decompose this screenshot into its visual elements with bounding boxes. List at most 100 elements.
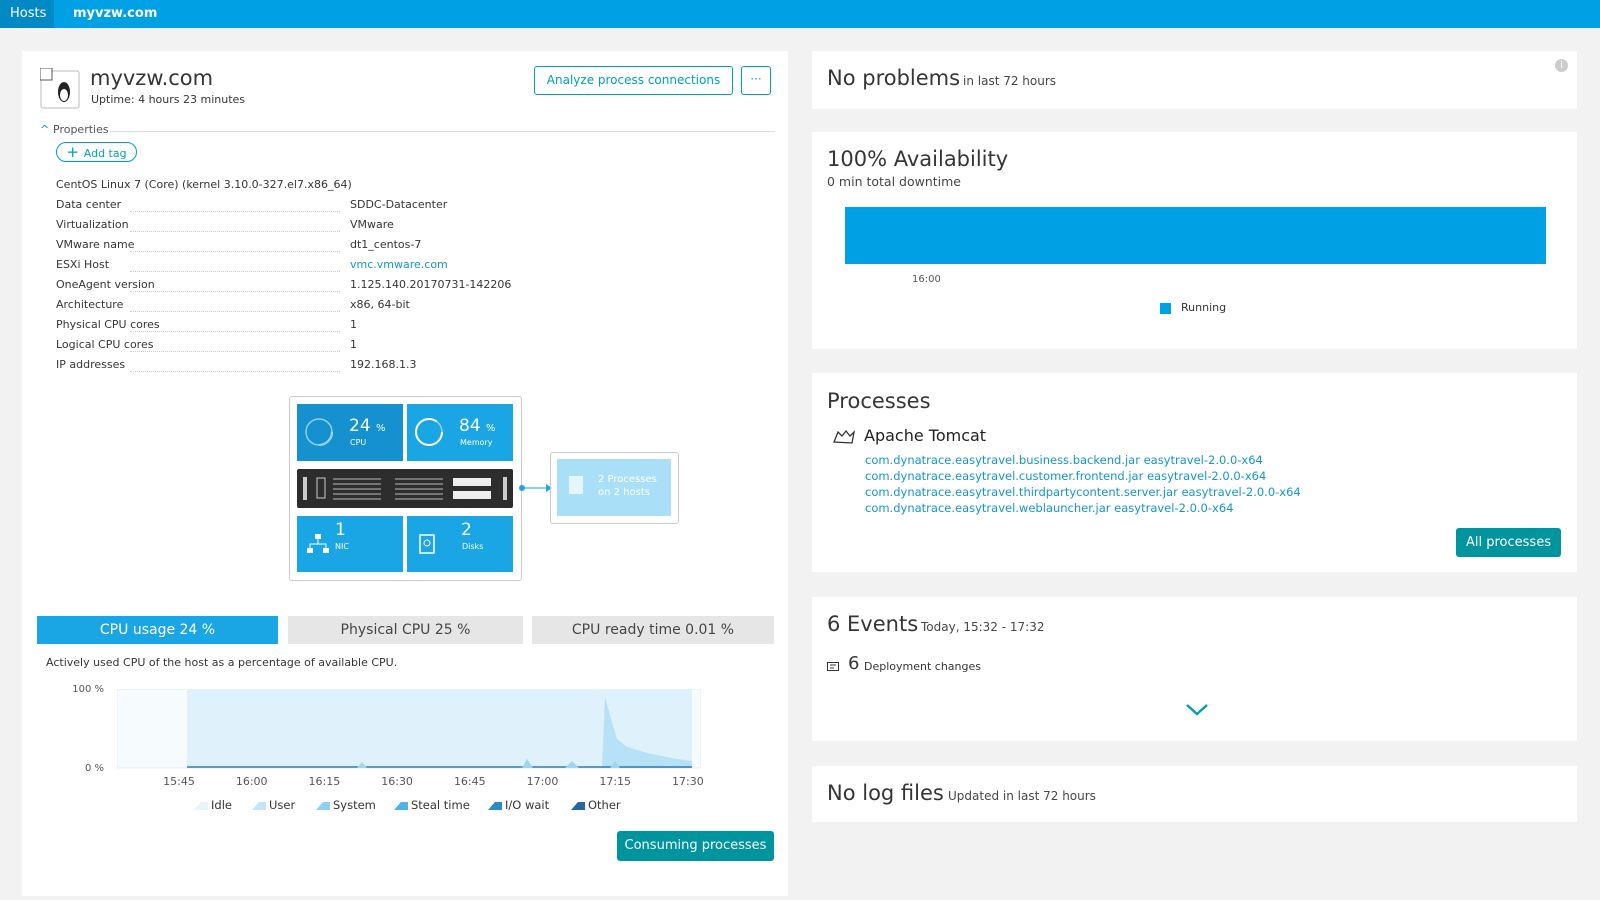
property-leader <box>130 211 340 212</box>
tomcat-icon <box>833 429 856 444</box>
legend-label[interactable]: Steal time <box>411 798 470 812</box>
process-box <box>550 452 679 524</box>
property-value[interactable]: vmc.vmware.com <box>350 258 448 271</box>
cpu-ring <box>305 418 333 446</box>
property-key: Architecture <box>56 298 124 311</box>
property-key: Logical CPU cores <box>56 338 154 351</box>
property-value: 192.168.1.3 <box>350 358 417 371</box>
cpu-description: Actively used CPU of the host as a perce… <box>46 656 398 669</box>
property-leader <box>130 251 340 252</box>
availability-title: 100% Availability <box>827 147 1009 171</box>
property-leader <box>130 231 340 232</box>
property-key: Physical CPU cores <box>56 318 160 331</box>
property-value: x86, 64-bit <box>350 298 410 311</box>
property-leader <box>130 271 340 272</box>
process-link[interactable]: com.dynatrace.easytravel.business.backen… <box>865 453 1263 467</box>
availability-panel: 100% Availability 0 min total downtime 1… <box>812 132 1577 349</box>
y-tick-label: 100 % <box>72 684 104 695</box>
add-tag-button[interactable]: + Add tag <box>56 142 137 162</box>
x-tick-label: 15:45 <box>163 775 195 788</box>
memory-ring <box>415 418 443 446</box>
cpu-chart <box>117 689 701 769</box>
property-value: SDDC-Datacenter <box>350 198 448 211</box>
process-group[interactable]: Apache Tomcat <box>864 426 987 445</box>
legend-label[interactable]: User <box>269 798 296 812</box>
availability-subtitle: 0 min total downtime <box>827 174 961 189</box>
x-tick-label: 16:15 <box>308 775 341 788</box>
property-value: dt1_centos-7 <box>350 238 422 251</box>
cpu-label: CPU <box>350 438 367 447</box>
divider <box>110 131 775 132</box>
property-value: VMware <box>350 218 394 231</box>
process-link[interactable]: com.dynatrace.easytravel.thirdpartyconte… <box>865 485 1301 499</box>
processes-title: Processes <box>827 389 931 413</box>
cpu-tab[interactable]: CPU ready time 0.01 % <box>532 616 774 644</box>
legend-label[interactable]: Idle <box>211 798 232 812</box>
cpu-value: 24 <box>349 416 371 436</box>
more-button[interactable]: ··· <box>741 66 771 95</box>
cpu-tab[interactable]: Physical CPU 25 % <box>288 616 523 644</box>
x-tick-label: 17:30 <box>672 775 704 788</box>
y-tick-label: 0 % <box>84 763 104 774</box>
breadcrumb[interactable]: Hosts <box>10 6 47 21</box>
legend-swatch <box>571 802 585 810</box>
property-value: 1.125.140.20170731-142206 <box>350 278 512 291</box>
property-key: OneAgent version <box>56 278 155 291</box>
property-key: Virtualization <box>56 218 129 231</box>
property-key: ESXi Host <box>56 258 110 271</box>
legend-label[interactable]: System <box>333 798 376 812</box>
info-icon[interactable]: i <box>1555 59 1568 72</box>
legend-label[interactable]: Other <box>588 798 621 812</box>
events-range: Today, 15:32 - 17:32 <box>921 620 1045 634</box>
expand-chevron[interactable] <box>1185 703 1209 717</box>
nic-icon <box>307 534 329 553</box>
events-panel: 6 Events Today, 15:32 - 17:32 6 Deployme… <box>812 597 1577 741</box>
host-icon <box>40 68 80 109</box>
nic-tile[interactable]: 1 NIC <box>297 516 403 572</box>
process-link[interactable]: com.dynatrace.easytravel.customer.fronte… <box>865 469 1267 483</box>
property-leader <box>130 371 340 372</box>
logs-subtitle: Updated in last 72 hours <box>948 789 1096 803</box>
legend-swatch <box>394 802 408 810</box>
x-tick-label: 16:45 <box>453 775 486 788</box>
x-tick-label: 17:15 <box>599 775 632 788</box>
logs-title: No log files <box>827 781 944 805</box>
disks-tile[interactable]: 2 Disks <box>407 516 513 572</box>
analyze-button[interactable]: Analyze process connections <box>534 66 733 95</box>
process-tile[interactable]: 2 Processes on 2 hosts <box>557 459 671 516</box>
problems-subtitle: in last 72 hours <box>963 74 1057 88</box>
process-link[interactable]: com.dynatrace.easytravel.weblauncher.jar… <box>865 501 1234 515</box>
legend-swatch <box>1160 303 1171 314</box>
memory-label: Memory <box>460 438 493 447</box>
all-processes-button[interactable]: All processes <box>1456 528 1561 557</box>
disks-value: 2 <box>461 520 472 540</box>
os-info: CentOS Linux 7 (Core) (kernel 3.10.0-327… <box>56 178 352 191</box>
nic-label: NIC <box>335 542 349 551</box>
x-tick-label: 16:00 <box>235 775 268 788</box>
problems-panel: No problems in last 72 hours i <box>812 51 1577 109</box>
disk-icon <box>419 534 435 554</box>
uptime: Uptime: 4 hours 23 minutes <box>91 93 246 106</box>
consuming-button[interactable]: Consuming processes <box>617 831 774 861</box>
logs-panel: No log files Updated in last 72 hours <box>812 766 1577 822</box>
property-key: Data center <box>56 198 122 211</box>
memory-tile[interactable]: 84 % Memory <box>407 404 513 461</box>
chevron[interactable]: ^ <box>40 123 50 136</box>
processes-panel: Processes Apache Tomcat com.dynatrace.ea… <box>812 373 1577 572</box>
host-name: myvzw.com <box>90 66 214 90</box>
memory-unit: % <box>486 423 496 434</box>
legend-label[interactable]: I/O wait <box>505 798 550 812</box>
events-label: Deployment changes <box>864 660 981 673</box>
server-graphic <box>297 469 513 508</box>
legend-swatch <box>194 802 208 810</box>
add-tag-label: Add tag <box>83 147 127 160</box>
memory-value: 84 <box>459 416 481 436</box>
cpu-tab[interactable]: CPU usage 24 % <box>37 616 278 644</box>
properties-heading[interactable]: Properties <box>53 123 109 136</box>
deploy-icon <box>827 662 839 671</box>
process-count: 2 Processes <box>598 474 657 485</box>
property-leader <box>130 291 340 292</box>
cpu-tile[interactable]: 24 % CPU <box>297 404 403 461</box>
legend-swatch <box>252 802 266 810</box>
